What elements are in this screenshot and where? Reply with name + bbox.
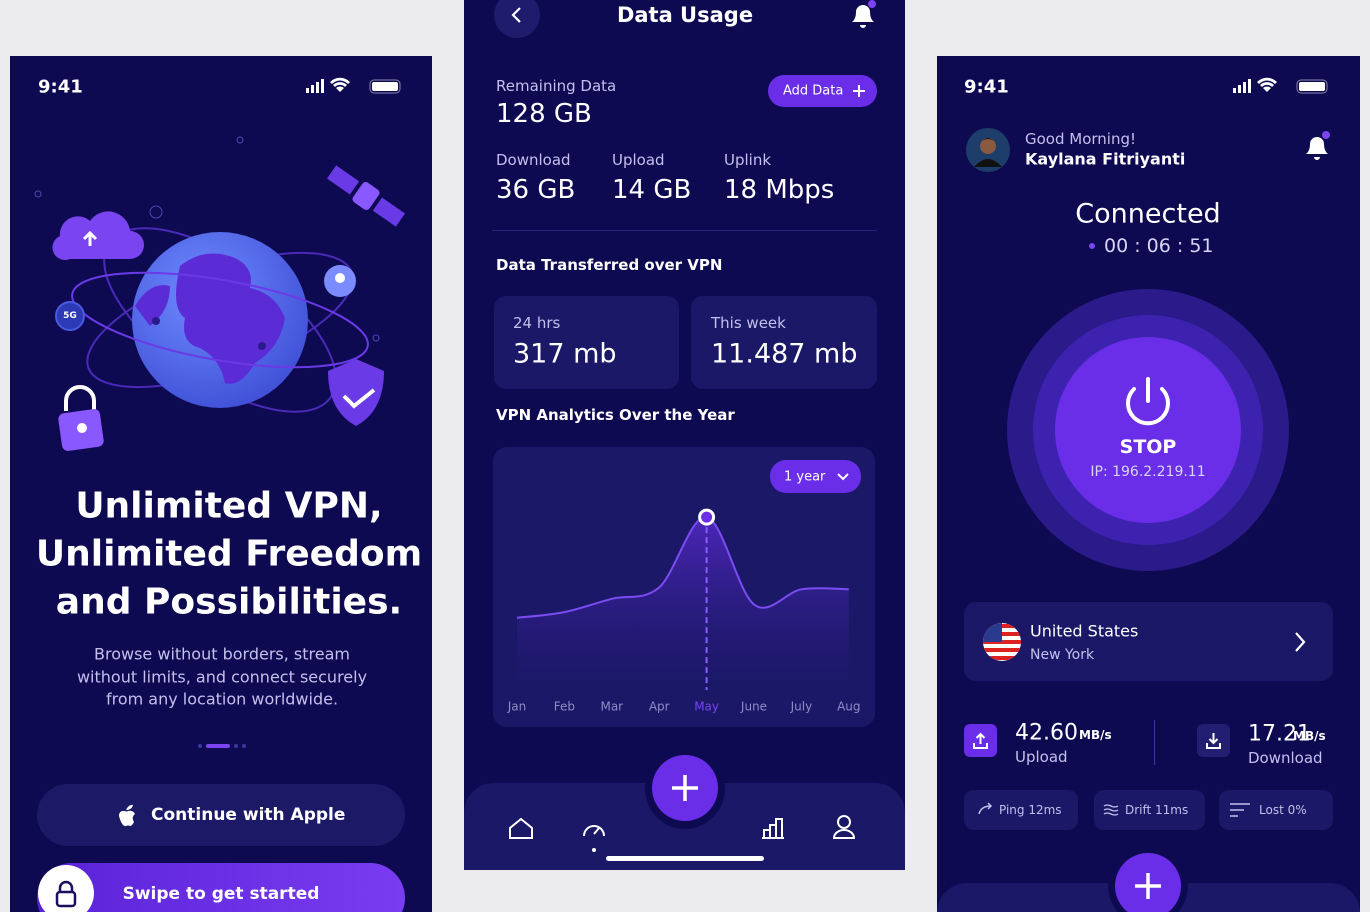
badge-5g: 5G: [63, 311, 77, 321]
section-title: Data Transferred over VPN: [496, 256, 723, 274]
status-dot: [1089, 243, 1095, 249]
body-line: Browse without borders, stream: [94, 644, 350, 664]
location-country: United States: [1030, 621, 1139, 641]
upload-unit: MB/s: [1079, 728, 1112, 742]
status-time: 9:41: [38, 76, 83, 98]
ip-address: IP: 196.2.219.11: [1090, 464, 1206, 480]
stat-value: 36 GB: [496, 175, 576, 205]
home-icon[interactable]: [509, 817, 533, 839]
body-line: from any location worldwide.: [105, 689, 339, 709]
connection-timer: 00 : 06 : 51: [1104, 235, 1214, 257]
lost-icon: [1230, 803, 1250, 817]
card-value: 317 mb: [513, 338, 617, 370]
screen-title: Data Usage: [616, 3, 754, 27]
x-tick-label: Aug: [837, 700, 860, 714]
stat-label: Upload: [612, 151, 665, 169]
fab-add[interactable]: [644, 748, 726, 830]
stat-value: 14 GB: [612, 175, 692, 205]
status-icons: [1233, 77, 1328, 94]
power-rings: [1007, 289, 1289, 571]
apple-button-label: Continue with Apple: [151, 805, 346, 825]
speed-icon[interactable]: [583, 825, 605, 837]
drift-icon: [1103, 804, 1119, 816]
back-button[interactable]: [494, 0, 540, 38]
notification-bell[interactable]: [848, 0, 878, 30]
fab-add[interactable]: [1107, 845, 1189, 912]
usage-card: [494, 296, 679, 389]
add-data-label: Add Data: [783, 83, 844, 99]
body-line: without limits, and connect securely: [76, 667, 368, 687]
analytics-chart: Jan Feb Mar Apr May June July Aug: [507, 508, 861, 714]
x-tick-label: Apr: [649, 700, 670, 714]
greeting: Good Morning!: [1025, 130, 1137, 148]
location-city: New York: [1030, 647, 1095, 663]
remaining-value: 128 GB: [496, 99, 592, 129]
home-screen: 9:41 Good Morning! Kaylana Fitriyanti Co…: [937, 56, 1360, 912]
download-icon: [1197, 724, 1230, 757]
stat-label: Uplink: [724, 151, 772, 169]
x-tick-label: Mar: [600, 700, 623, 714]
metric-label: Lost 0%: [1259, 803, 1307, 817]
metric-pill: [964, 790, 1078, 830]
card-value: 11.487 mb: [711, 338, 858, 370]
nav-icons: [509, 815, 856, 861]
user-name: Kaylana Fitriyanti: [1025, 149, 1186, 169]
card-label: 24 hrs: [513, 314, 561, 332]
metric-label: Ping 12ms: [999, 803, 1062, 817]
ping-icon: [978, 802, 993, 815]
connection-status: Connected: [1075, 198, 1221, 230]
avatar: [966, 128, 1010, 172]
swipe-knob: [38, 865, 94, 912]
chevron-right: [1295, 632, 1306, 652]
chevron-down: [837, 473, 849, 481]
headline-line: and Possibilities.: [55, 581, 403, 623]
swipe-button[interactable]: [37, 863, 405, 912]
upload-label: Upload: [1015, 748, 1068, 766]
onboarding-screen: 9:41 5G Unlimited VPN, Unlimited Freedom…: [10, 56, 432, 912]
apple-icon: [119, 804, 135, 827]
upload-icon: [964, 724, 997, 757]
remaining-label: Remaining Data: [496, 77, 617, 95]
flag-us: [983, 623, 1021, 661]
section-title: VPN Analytics Over the Year: [496, 406, 735, 424]
metric-label: Drift 11ms: [1125, 803, 1189, 817]
apple-button[interactable]: [37, 784, 405, 846]
notification-bell[interactable]: [1304, 130, 1334, 162]
headline-line: Unlimited Freedom: [35, 533, 423, 575]
stop-label[interactable]: STOP: [1119, 436, 1177, 458]
usage-card: [691, 296, 877, 389]
download-speed: 17.21: [1248, 721, 1311, 747]
area-fill: [517, 517, 849, 690]
x-tick-label: July: [790, 700, 813, 714]
x-tick-label: Jan: [507, 700, 527, 714]
status-icons: [306, 77, 401, 94]
period-label: 1 year: [784, 469, 826, 485]
headline-line: Unlimited VPN,: [75, 485, 383, 527]
x-tick-label: May: [694, 700, 719, 714]
divider: [1154, 720, 1155, 765]
location-card[interactable]: [964, 602, 1333, 681]
x-tick-label: Feb: [554, 700, 575, 714]
stat-label: Download: [496, 151, 571, 169]
highlight-point: [698, 508, 716, 526]
globe-illustration: [34, 136, 405, 451]
download-label: Download: [1248, 749, 1323, 767]
card-label: This week: [711, 314, 786, 332]
download-unit: MB/s: [1293, 729, 1326, 743]
profile-icon[interactable]: [837, 815, 851, 829]
swipe-button-label: Swipe to get started: [122, 884, 320, 904]
divider: [492, 230, 877, 231]
upload-speed: 42.60: [1015, 720, 1078, 746]
stats-icon[interactable]: [762, 818, 784, 839]
x-tick-label: June: [740, 700, 767, 714]
area-line: [516, 516, 849, 619]
stat-value: 18 Mbps: [724, 175, 835, 205]
page-dots: [198, 744, 246, 748]
data-usage-screen: Data Usage Remaining Data 128 GB Add Dat…: [464, 0, 905, 870]
status-time: 9:41: [964, 76, 1009, 98]
plus-icon: [853, 85, 865, 97]
